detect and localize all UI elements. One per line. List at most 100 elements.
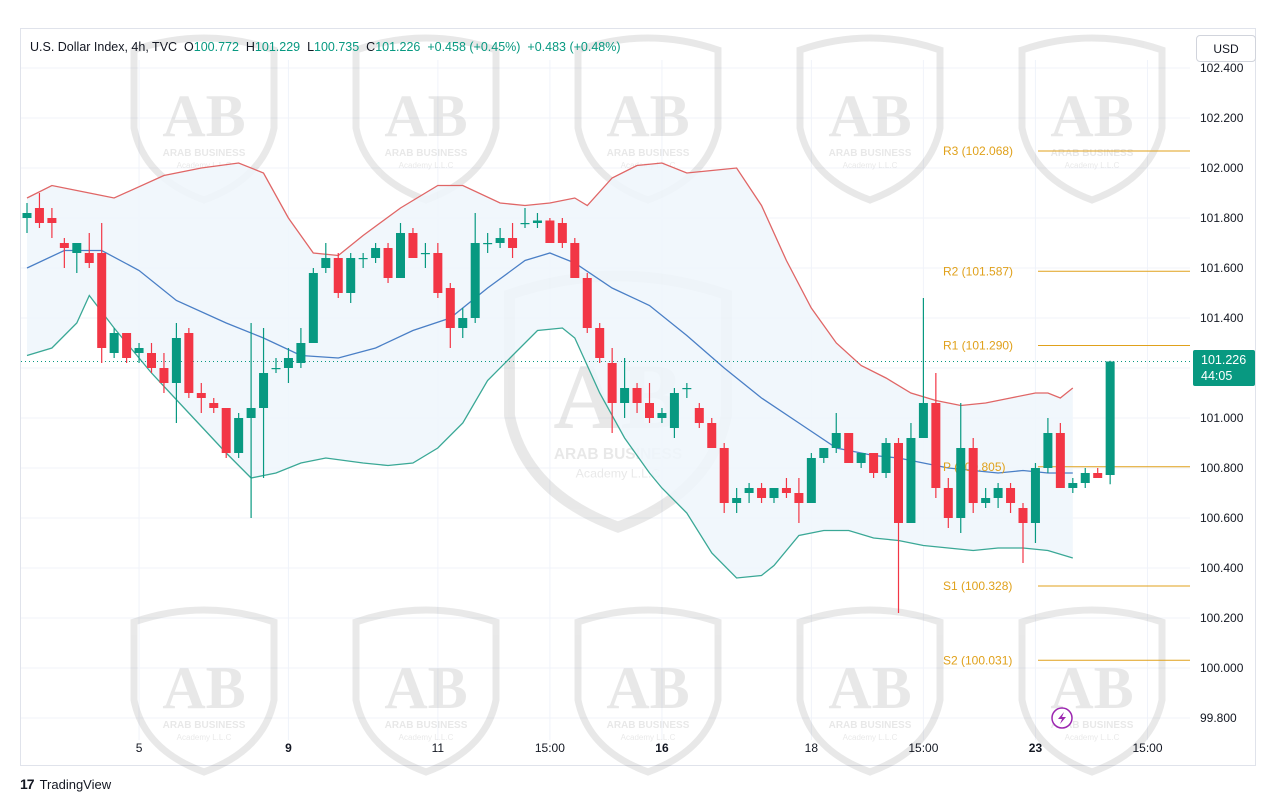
candle-body	[582, 278, 592, 328]
watermark-monogram: AB	[828, 655, 911, 721]
currency-button[interactable]: USD	[1196, 35, 1256, 62]
candle-body	[59, 243, 69, 248]
candle	[931, 373, 941, 498]
candle	[545, 218, 555, 243]
candle	[358, 253, 368, 268]
x-tick-label: 11	[432, 741, 445, 755]
symbol-legend: U.S. Dollar Index, 4h, TVC O 100.772 H 1…	[30, 40, 621, 54]
candle-body	[246, 408, 256, 418]
candle-body	[620, 388, 630, 403]
x-tick-label: 23	[1029, 741, 1043, 755]
candle-body	[34, 208, 44, 223]
chart-frame	[20, 28, 1256, 766]
candle-body	[445, 288, 455, 328]
candle-body	[831, 433, 841, 448]
candle-body	[781, 488, 791, 493]
candle-body	[420, 253, 430, 255]
candle-body	[371, 248, 381, 258]
bar-countdown: 44:05	[1201, 369, 1233, 383]
candle-body	[221, 408, 231, 453]
candle	[470, 213, 480, 323]
low-value: 100.735	[314, 40, 360, 54]
candle-body	[383, 248, 393, 278]
x-tick-label: 5	[136, 741, 143, 755]
candle	[557, 218, 567, 248]
watermark-line2: Academy L.L.C	[177, 733, 232, 742]
candle-body	[532, 220, 542, 223]
candle	[171, 323, 181, 423]
candle-body	[1018, 508, 1028, 523]
candle	[981, 488, 991, 508]
candle	[632, 383, 642, 413]
candle	[669, 388, 679, 438]
candle	[371, 243, 381, 263]
candle-body	[508, 238, 518, 248]
watermark-line1: ARAB BUSINESS	[385, 148, 468, 159]
candle	[221, 408, 231, 458]
candle	[308, 268, 318, 343]
candle-body	[1006, 488, 1016, 503]
candle	[694, 403, 704, 428]
candle-body	[844, 433, 854, 463]
candle	[109, 328, 119, 358]
upper-band	[26, 162, 1074, 407]
candle-body	[159, 368, 169, 383]
y-tick-label: 102.000	[1200, 161, 1244, 175]
candle	[495, 228, 505, 248]
candle-body	[47, 218, 57, 223]
candle	[906, 423, 916, 523]
candle-body	[732, 498, 742, 503]
pivot-label: S1 (100.328)	[943, 579, 1012, 593]
candle-body	[881, 443, 891, 473]
candle	[147, 343, 156, 373]
candle-body	[495, 238, 505, 243]
candle	[445, 283, 455, 348]
watermark-line2: Academy L.L.C	[576, 467, 661, 481]
watermark-line2: Academy L.L.C	[621, 733, 676, 742]
candle	[1043, 418, 1053, 473]
tradingview-logo[interactable]: 17 TradingView	[20, 776, 111, 792]
open-value: 100.772	[193, 40, 239, 54]
candle-body	[321, 258, 331, 268]
candle-body	[943, 488, 953, 518]
y-tick-label: 101.400	[1200, 311, 1244, 325]
candle-body	[346, 258, 356, 293]
watermark-line2: Academy L.L.C	[177, 161, 232, 170]
candle-body	[196, 393, 206, 398]
pivot-label: S2 (100.031)	[943, 653, 1012, 667]
watermark-line1: ARAB BUSINESS	[829, 148, 912, 159]
candle-body	[308, 273, 318, 343]
candle-body	[259, 373, 269, 408]
candle-body	[358, 258, 368, 260]
y-tick-label: 100.600	[1200, 511, 1244, 525]
y-tick-label: 102.200	[1200, 111, 1244, 125]
candle	[159, 353, 169, 393]
watermark-monogram: AB	[162, 655, 245, 721]
x-tick-label: 9	[285, 741, 292, 755]
y-tick-label: 101.000	[1200, 411, 1244, 425]
candle-body	[147, 353, 156, 368]
candle	[645, 383, 654, 423]
candle-body	[171, 338, 181, 383]
candle	[408, 228, 418, 258]
candle-body	[682, 388, 692, 390]
candle	[209, 398, 219, 413]
high-label: H	[245, 40, 255, 54]
candle-body	[956, 448, 966, 518]
candle-body	[1030, 468, 1040, 523]
candle-body	[894, 443, 903, 523]
watermark-monogram: AB	[1050, 83, 1133, 149]
candle-body	[458, 318, 468, 328]
x-tick-label: 16	[655, 741, 669, 755]
watermark-line1: ARAB BUSINESS	[163, 148, 246, 159]
candle-body	[396, 233, 405, 278]
low-label: L	[307, 40, 315, 54]
candle-body	[744, 488, 754, 493]
candle-body	[607, 363, 617, 403]
candle-body	[1068, 483, 1078, 488]
symbol-title[interactable]: U.S. Dollar Index, 4h, TVC	[30, 40, 178, 54]
candle	[881, 438, 891, 478]
